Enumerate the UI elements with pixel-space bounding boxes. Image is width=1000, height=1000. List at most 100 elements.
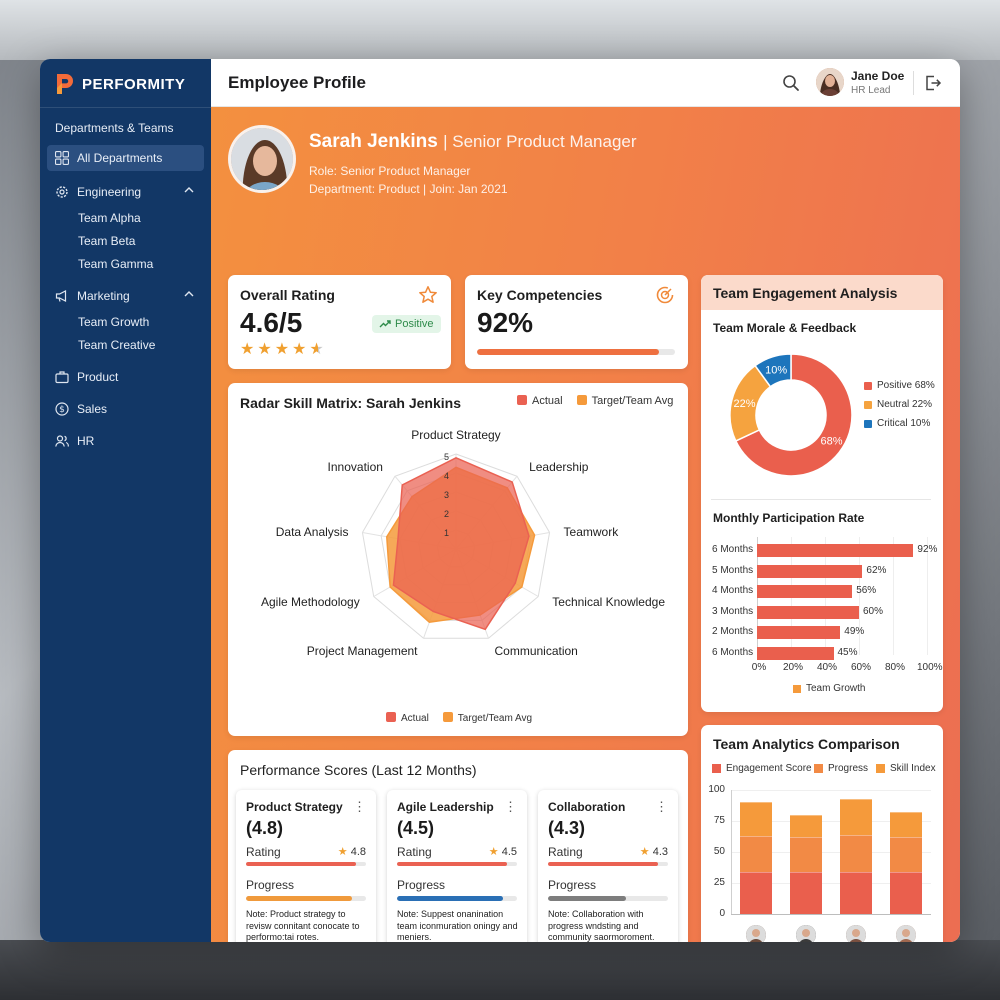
- donut-slice-label: 22%: [733, 398, 755, 410]
- app-window: PERFORMITY Departments & Teams All Depar…: [40, 59, 960, 942]
- radar-axis-label: Communication: [494, 644, 578, 659]
- star-icon: ★: [240, 341, 255, 358]
- profile-department: Department: Product | Join: Jan 2021: [309, 182, 508, 196]
- sidebar-item-sales[interactable]: $ Sales: [47, 396, 204, 422]
- donut-slice-critical: [754, 353, 792, 388]
- user-avatar[interactable]: [816, 68, 844, 96]
- performance-card[interactable]: Product Strategy ⋮ (4.8) Rating ★ 4.8 Progres…: [236, 790, 376, 942]
- participation-value: 60%: [863, 605, 884, 617]
- participation-bar: [757, 564, 863, 578]
- legend-swatch: [876, 764, 885, 773]
- analytics-y-tick: 25: [713, 877, 725, 888]
- sidebar-divider: [40, 107, 211, 108]
- progress-label: Progress: [397, 878, 446, 892]
- analytics-bar-segment: [740, 802, 772, 836]
- star-outline-icon[interactable]: [418, 285, 438, 305]
- page-title: Employee Profile: [228, 73, 366, 92]
- performance-note: Note: Collaboration with progress wndsti…: [548, 909, 655, 942]
- participation-row-label: 6 Months: [712, 544, 754, 555]
- legend-label: Positive 68%: [877, 380, 935, 391]
- analytics-y-axis: [731, 790, 732, 914]
- kebab-menu-icon[interactable]: ⋮: [353, 799, 366, 814]
- radar-axis-label: Data Analysis: [275, 524, 349, 539]
- analytics-legend-item: Progress: [814, 763, 868, 774]
- overall-rating-value: 4.6/5: [240, 307, 303, 338]
- participation-bar: [757, 626, 841, 639]
- star-rating: ★ ★ ★ ★ ★: [240, 342, 324, 358]
- sidebar-subitem-team-growth[interactable]: Team Growth: [78, 315, 150, 329]
- participation-row-label: 5 Months: [712, 564, 754, 576]
- user-name: Jane Doe: [851, 69, 905, 83]
- team-avatar: [796, 925, 816, 942]
- sidebar-item-engineering[interactable]: Engineering: [47, 179, 204, 205]
- progress-bar-fill: [397, 896, 503, 901]
- rating-bar: [397, 862, 517, 866]
- legend-label: Team Growth: [806, 683, 866, 694]
- radar-tick-label: 4: [444, 471, 450, 481]
- analytics-bar-segment: [790, 814, 822, 838]
- search-icon[interactable]: [781, 73, 801, 93]
- trend-up-icon: [379, 320, 391, 328]
- legend-label: Neutral 22%: [877, 399, 933, 410]
- radar-series-actual: [392, 456, 530, 631]
- sidebar-subitem-team-creative[interactable]: Team Creative: [78, 338, 156, 352]
- analytics-gridline: [731, 883, 931, 884]
- team-avatar: [746, 925, 766, 942]
- team-avatar: [846, 925, 866, 942]
- sidebar-subitem-team-gamma[interactable]: Team Gamma: [78, 257, 154, 271]
- participation-x-tick: 60%: [850, 662, 871, 673]
- radar-axis-label: Project Management: [306, 644, 418, 659]
- analytics-y-tick: 50: [713, 846, 725, 857]
- radar-axis-label: Product Strategy: [411, 428, 501, 442]
- performance-card[interactable]: Collaboration ⋮ (4.3) Rating ★ 4.3 Progress No…: [538, 790, 678, 942]
- analytics-bar-segment: [790, 837, 822, 872]
- team-portrait-icon: [746, 925, 766, 942]
- rating-bar-fill: [246, 862, 357, 866]
- participation-gridline: [893, 537, 894, 655]
- sidebar-item-label: Sales: [77, 402, 108, 416]
- participation-row-label: 2 Months: [712, 626, 754, 637]
- sidebar-item-marketing[interactable]: Marketing: [47, 283, 204, 309]
- brand-name: PERFORMITY: [82, 75, 186, 93]
- analytics-bar-segment: [840, 798, 872, 835]
- performance-card[interactable]: Agile Leadership ⋮ (4.5) Rating ★ 4.5 Progres…: [387, 790, 527, 942]
- kebab-menu-icon[interactable]: ⋮: [655, 799, 668, 814]
- rating-bar: [246, 862, 366, 866]
- performance-card-title: Product Strategy: [246, 800, 343, 814]
- star-icon: ★: [309, 341, 324, 358]
- legend-label: Progress: [828, 763, 869, 774]
- brand-logo[interactable]: PERFORMITY: [54, 71, 185, 97]
- chevron-up-icon[interactable]: [184, 186, 194, 194]
- performance-card-score: (4.5): [397, 818, 435, 838]
- performance-note: Note: Product strategy to revisw connita…: [246, 909, 360, 942]
- sidebar-subitem-team-beta[interactable]: Team Beta: [78, 234, 136, 248]
- competencies-progress-bar: [477, 349, 675, 355]
- sidebar-item-all-departments[interactable]: All Departments: [47, 145, 204, 171]
- rating-value: ★ 4.3: [640, 845, 668, 858]
- sidebar-section-title: Departments & Teams: [55, 121, 174, 135]
- key-competencies-value: 92%: [477, 307, 534, 338]
- donut-slice-positive: [734, 353, 853, 477]
- participation-x-tick: 20%: [782, 662, 803, 673]
- chevron-up-icon[interactable]: [184, 290, 194, 298]
- participation-x-tick: 40%: [816, 662, 837, 673]
- target-icon[interactable]: [655, 285, 675, 305]
- donut-slice-label: 68%: [821, 436, 843, 448]
- rating-number: 4.5: [501, 846, 517, 858]
- performity-logo-icon: [57, 74, 73, 94]
- participation-x-tick: 0%: [751, 662, 767, 673]
- performance-card-title: Collaboration: [548, 800, 626, 814]
- legend-label: Skill Index: [890, 763, 936, 774]
- sidebar-item-product[interactable]: Product: [47, 364, 204, 390]
- radar-grid-ring: [361, 453, 551, 639]
- rating-label: Rating: [397, 845, 432, 859]
- donut-slice-label: 10%: [765, 364, 787, 376]
- participation-row-label: 6 Months: [712, 646, 754, 658]
- participation-bar: [757, 605, 859, 619]
- sidebar-subitem-team-alpha[interactable]: Team Alpha: [78, 211, 141, 225]
- kebab-menu-icon[interactable]: ⋮: [504, 799, 517, 814]
- sidebar-item-hr[interactable]: HR: [47, 428, 204, 454]
- participation-bar: [757, 544, 914, 557]
- logout-icon[interactable]: [923, 73, 943, 93]
- participation-gridline: [859, 537, 860, 655]
